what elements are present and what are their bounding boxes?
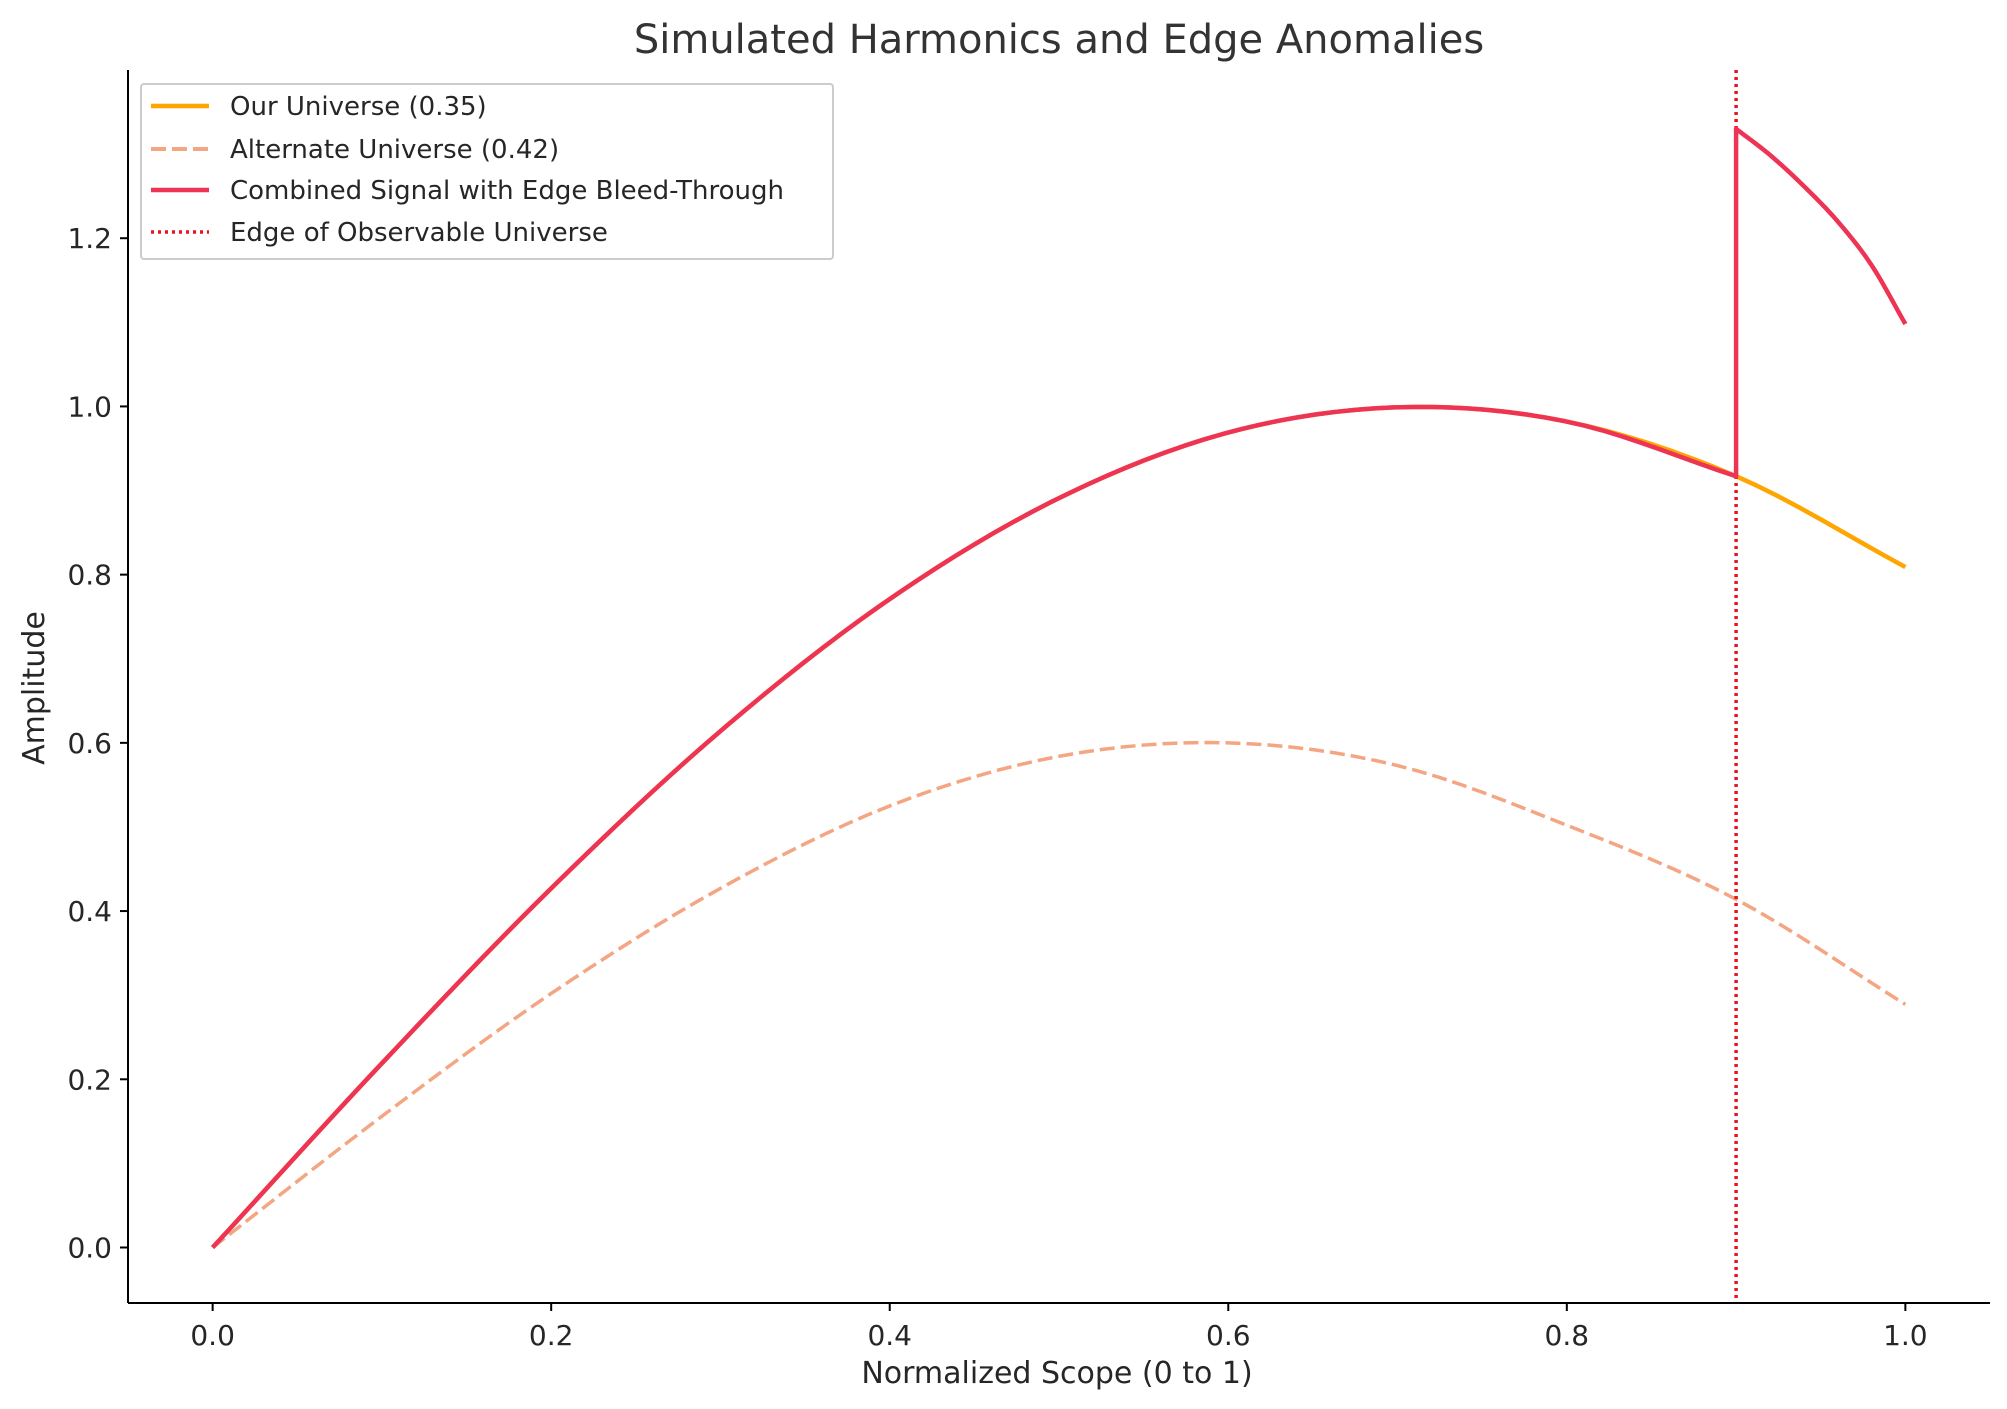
x-tick-label: 0.8 (1545, 1319, 1590, 1352)
y-tick-label: 0.8 (67, 559, 112, 592)
legend-label-our-universe: Our Universe (0.35) (230, 92, 487, 122)
y-tick-label: 0.4 (67, 895, 112, 928)
legend-label-alternate-universe: Alternate Universe (0.42) (230, 135, 559, 165)
x-tick-label: 0.6 (1206, 1319, 1251, 1352)
x-tick-label: 1.0 (1883, 1319, 1928, 1352)
series-line-1 (211, 740, 1907, 1249)
x-tick-label: 0.0 (190, 1319, 235, 1352)
chart-title: Simulated Harmonics and Edge Anomalies (634, 17, 1484, 63)
y-tick-label: 1.0 (67, 390, 112, 423)
y-tick-label: 0.2 (67, 1063, 112, 1096)
y-tick-label: 0.6 (67, 727, 112, 760)
series-2 (210, 126, 1908, 1250)
y-axis-title: Amplitude (17, 611, 52, 765)
legend-box (140, 83, 834, 260)
legend-label-edge-line: Edge of Observable Universe (230, 218, 608, 248)
series-0 (210, 404, 1907, 1250)
series-line-2 (210, 126, 1908, 1250)
series-1 (211, 740, 1907, 1249)
x-tick-label: 0.4 (867, 1319, 912, 1352)
y-tick-label: 1.2 (67, 222, 112, 255)
legend-label-combined-signal: Combined Signal with Edge Bleed-Through (230, 176, 784, 206)
x-axis-title: Normalized Scope (0 to 1) (861, 1356, 1252, 1391)
x-tick-label: 0.2 (529, 1319, 574, 1352)
y-tick-label: 0.0 (67, 1231, 112, 1264)
legend: Our Universe (0.35) Alternate Universe (… (140, 83, 834, 260)
series-line-0 (210, 404, 1907, 1250)
